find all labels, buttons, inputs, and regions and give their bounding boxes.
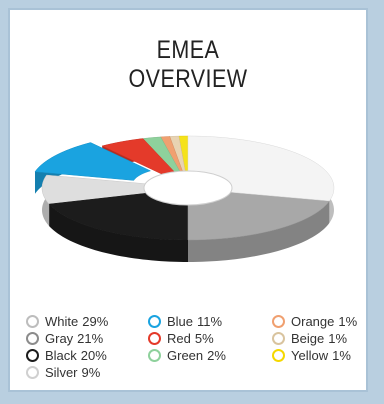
legend-value: 5% — [194, 330, 214, 346]
slice-silver — [41, 174, 147, 227]
legend-value: 1% — [338, 313, 358, 329]
legend-label: Yellow — [291, 347, 329, 363]
legend-item-white: White 29% — [26, 312, 108, 330]
legend-ring-icon — [26, 331, 39, 345]
chart-card: EMEA OVERVIEW White 29% Gray 21% Black 20% Sil… — [8, 8, 368, 392]
legend-ring-icon — [148, 348, 161, 362]
legend-item-beige: Beige 1% — [272, 329, 347, 347]
legend-label: White — [45, 313, 79, 329]
legend-ring-icon — [148, 314, 161, 328]
donut-hole — [143, 170, 233, 206]
legend-item-gray: Gray 21% — [26, 329, 103, 347]
donut-chart — [34, 135, 335, 262]
legend-ring-icon — [272, 348, 285, 362]
legend-item-red: Red 5% — [148, 329, 214, 347]
legend-ring-icon — [272, 331, 285, 345]
slice-black — [48, 192, 189, 262]
legend-item-green: Green 2% — [148, 346, 226, 364]
legend-ring-icon — [26, 348, 39, 362]
slice-black-side — [49, 204, 188, 262]
legend-value: 2% — [207, 347, 226, 363]
chart-title-line-1: EMEA — [156, 36, 220, 64]
legend-item-blue: Blue 11% — [148, 312, 222, 330]
legend-value: 21% — [77, 330, 104, 346]
legend-item-black: Black 20% — [26, 346, 107, 364]
chart-title: EMEA OVERVIEW — [35, 36, 341, 94]
legend-value: 20% — [80, 347, 107, 363]
legend-label: Silver — [45, 364, 78, 380]
legend-value: 11% — [197, 313, 223, 329]
slice-blue-top — [34, 142, 152, 181]
legend-ring-icon — [148, 331, 161, 345]
legend-item-silver: Silver 9% — [26, 363, 100, 381]
legend-ring-icon — [26, 365, 39, 379]
legend-value: 29% — [82, 313, 109, 329]
legend-label: Blue — [167, 313, 194, 329]
legend-label: Red — [167, 330, 191, 346]
legend-label: Orange — [291, 313, 335, 329]
legend-value: 1% — [328, 330, 348, 346]
legend-value: 1% — [332, 347, 351, 363]
legend-label: Gray — [45, 330, 74, 346]
legend-label: Beige — [291, 330, 325, 346]
legend-value: 9% — [81, 364, 101, 380]
slice-gray-side — [188, 200, 330, 262]
legend-ring-icon — [272, 314, 285, 328]
legend-ring-icon — [26, 314, 39, 328]
legend-item-yellow: Yellow 1% — [272, 346, 351, 364]
chart-title-line-2: OVERVIEW — [128, 65, 248, 93]
legend-label: Green — [167, 347, 204, 363]
legend-label: Black — [45, 347, 77, 363]
legend-item-orange: Orange 1% — [272, 312, 357, 330]
